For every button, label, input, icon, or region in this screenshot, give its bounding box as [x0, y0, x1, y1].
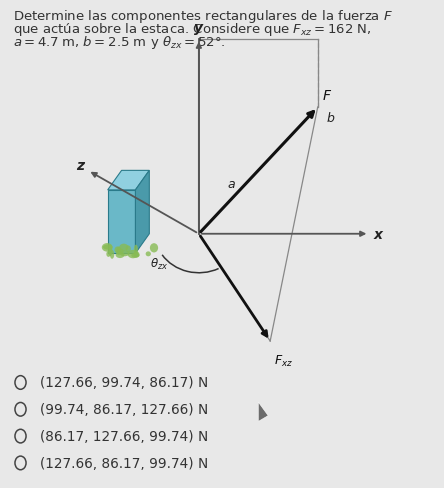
Text: x: x	[373, 227, 382, 241]
Ellipse shape	[115, 252, 124, 259]
Text: z: z	[76, 159, 84, 173]
Ellipse shape	[134, 252, 139, 258]
Ellipse shape	[150, 244, 158, 253]
Ellipse shape	[116, 247, 121, 256]
Ellipse shape	[116, 249, 123, 254]
Ellipse shape	[127, 250, 139, 259]
Polygon shape	[135, 171, 149, 254]
Text: y: y	[194, 21, 203, 35]
Ellipse shape	[103, 245, 112, 250]
Ellipse shape	[106, 251, 111, 257]
Text: $\theta_{zx}$: $\theta_{zx}$	[150, 256, 168, 271]
Text: (127.66, 99.74, 86.17) N: (127.66, 99.74, 86.17) N	[40, 376, 209, 390]
Polygon shape	[258, 402, 268, 422]
Ellipse shape	[115, 247, 121, 254]
Ellipse shape	[131, 253, 139, 258]
Ellipse shape	[110, 250, 114, 259]
Text: $F$: $F$	[322, 89, 332, 103]
Text: $b$: $b$	[325, 111, 335, 125]
Ellipse shape	[119, 244, 128, 251]
Text: que actúa sobre la estaca. Considere que $F_{xz} = 162$ N,: que actúa sobre la estaca. Considere que…	[12, 21, 371, 38]
Polygon shape	[108, 171, 149, 190]
Ellipse shape	[102, 244, 113, 252]
Ellipse shape	[126, 246, 131, 253]
Text: (127.66, 86.17, 99.74) N: (127.66, 86.17, 99.74) N	[40, 456, 209, 470]
Polygon shape	[108, 190, 135, 254]
Text: $a = 4.7$ m, $b = 2.5$ m y $\theta_{zx} = 52°$.: $a = 4.7$ m, $b = 2.5$ m y $\theta_{zx} …	[12, 34, 225, 51]
Text: Determine las componentes rectangulares de la fuerza $F$: Determine las componentes rectangulares …	[12, 8, 392, 25]
Ellipse shape	[146, 252, 151, 257]
Text: $a$: $a$	[226, 178, 235, 190]
Ellipse shape	[119, 251, 130, 257]
Ellipse shape	[108, 247, 112, 256]
Ellipse shape	[134, 245, 138, 255]
Text: (86.17, 127.66, 99.74) N: (86.17, 127.66, 99.74) N	[40, 429, 209, 443]
Text: (99.74, 86.17, 127.66) N: (99.74, 86.17, 127.66) N	[40, 403, 209, 416]
Text: $F_{xz}$: $F_{xz}$	[274, 353, 293, 368]
